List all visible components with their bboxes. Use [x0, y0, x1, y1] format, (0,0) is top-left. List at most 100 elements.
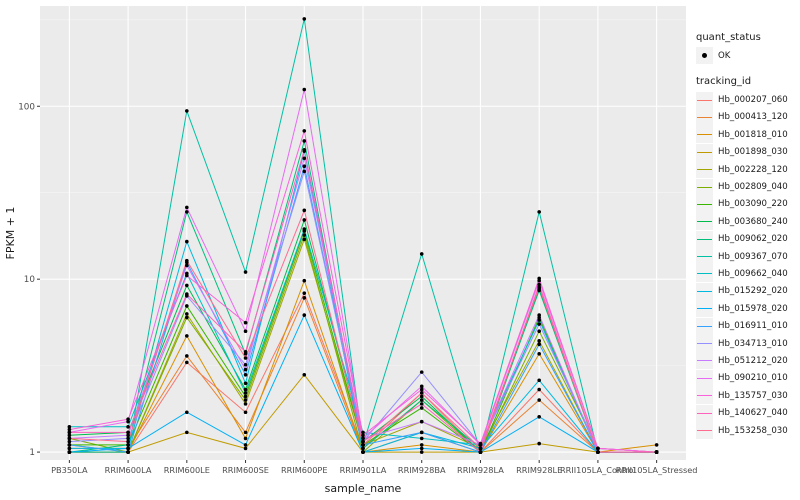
data-point: [537, 315, 541, 320]
data-point: [243, 367, 248, 372]
data-point: [302, 296, 307, 300]
x-tick-label: RRIM928LA: [457, 465, 504, 475]
data-point: [419, 384, 424, 389]
data-point: [243, 446, 248, 451]
data-point: [67, 427, 72, 432]
legend-item: Hb_003680_240: [696, 213, 800, 231]
legend-label: Hb_153258_030: [718, 425, 788, 436]
data-point: [243, 270, 248, 274]
legend-label: Hb_034713_010: [718, 338, 788, 349]
legend-item: Hb_090210_010: [696, 369, 800, 387]
data-point: [419, 398, 424, 402]
x-tick-label: RRIM600PE: [281, 465, 328, 475]
data-point: [302, 139, 307, 143]
data-point: [67, 450, 72, 454]
data-point: [361, 439, 365, 444]
data-point: [185, 263, 189, 268]
data-point: [361, 443, 365, 447]
x-axis-title: sample_name: [325, 482, 402, 495]
data-point: [419, 419, 424, 424]
legend-label: Hb_003680_240: [718, 216, 788, 227]
data-point: [419, 450, 424, 454]
data-point: [67, 443, 72, 447]
legend-label: Hb_090210_010: [718, 373, 788, 384]
legend-label: Hb_003090_220: [718, 199, 788, 210]
data-point: [243, 443, 248, 447]
data-point: [302, 313, 307, 317]
data-point: [126, 436, 130, 441]
data-point: [185, 205, 189, 210]
legend-item: Hb_009367_070: [696, 248, 800, 266]
data-point: [537, 285, 541, 289]
data-point: [243, 381, 248, 386]
data-point: [537, 352, 541, 356]
data-point: [302, 227, 307, 231]
legend-item: Hb_015978_020: [696, 300, 800, 318]
line-key-icon: [696, 422, 713, 439]
data-point: [419, 370, 424, 374]
data-point: [596, 450, 600, 454]
legend-item: Hb_001898_030: [696, 143, 800, 161]
y-axis: 1 10 100: [18, 102, 40, 458]
data-point: [361, 433, 365, 438]
data-point: [185, 360, 189, 365]
x-tick-label: RRII105LA_Stressed: [616, 465, 698, 475]
data-point: [243, 350, 248, 354]
data-point: [478, 446, 483, 451]
data-point: [243, 430, 248, 435]
data-point: [243, 329, 248, 334]
data-point: [67, 436, 72, 441]
legend-label: Hb_135757_030: [718, 390, 788, 401]
legend-item: Hb_135757_030: [696, 387, 800, 405]
data-point: [302, 233, 307, 237]
data-point: [126, 433, 130, 438]
data-point: [361, 450, 365, 454]
data-point: [185, 430, 189, 435]
y-axis-title: FPKM + 1: [4, 207, 17, 260]
data-point: [185, 334, 189, 338]
data-point: [419, 252, 424, 256]
data-point: [537, 387, 541, 392]
data-point: [302, 87, 307, 92]
data-point: [185, 273, 189, 278]
data-point: [302, 147, 307, 152]
data-point: [185, 410, 189, 415]
data-point: [537, 313, 541, 317]
data-point: [302, 218, 307, 222]
data-point: [302, 278, 307, 283]
data-point: [243, 387, 248, 392]
data-point: [302, 164, 307, 169]
data-point: [302, 372, 307, 377]
data-point: [654, 450, 659, 454]
legend-series-title: tracking_id: [696, 76, 752, 88]
data-point: [537, 342, 541, 347]
legend-item: Hb_001818_010: [696, 126, 800, 144]
data-point: [67, 433, 72, 438]
data-point: [361, 446, 365, 451]
data-point: [185, 312, 189, 316]
legend-item: Hb_015292_020: [696, 282, 800, 300]
line-key-icon: [696, 195, 713, 213]
data-point: [302, 208, 307, 213]
data-point: [419, 387, 424, 392]
legend-item: Hb_153258_030: [696, 422, 800, 439]
legend-label: Hb_001898_030: [718, 147, 788, 158]
data-point: [67, 430, 72, 435]
line-key-icon: [696, 404, 713, 422]
data-point: [185, 315, 189, 320]
legend-label: Hb_140627_040: [718, 408, 788, 419]
data-point: [126, 446, 130, 451]
data-point: [126, 439, 130, 444]
data-point: [419, 391, 424, 395]
data-point: [537, 329, 541, 334]
data-point: [126, 417, 130, 421]
line-key-icon: [696, 317, 713, 335]
data-point: [419, 443, 424, 447]
line-key-icon: [696, 248, 713, 266]
data-point: [478, 441, 483, 446]
data-point: [537, 398, 541, 402]
data-point: [302, 156, 307, 161]
data-point: [126, 443, 130, 447]
data-point: [537, 322, 541, 326]
